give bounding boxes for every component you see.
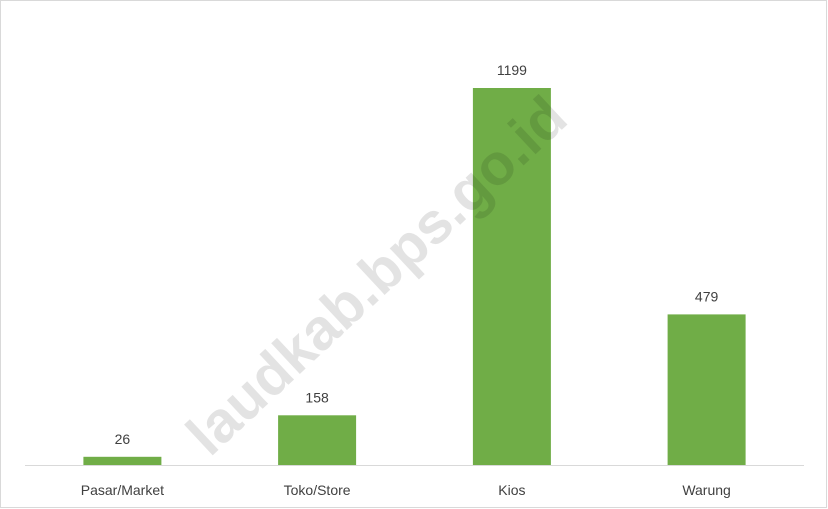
bar-pasar-market [83,456,162,465]
bar-warung [667,314,746,465]
x-tick-label: Toko/Store [284,482,351,498]
x-tick-label: Warung [682,482,731,498]
bar-toko-store [278,415,357,465]
x-tick-label: Pasar/Market [81,482,164,498]
x-tick-label: Kios [498,482,525,498]
data-label: 26 [115,431,131,447]
x-tick-labels-group: Pasar/Market Toko/Store Kios Warung [81,482,731,498]
data-label: 158 [305,389,329,405]
bars-group [83,88,746,465]
data-label: 1199 [497,62,527,78]
data-label: 479 [695,288,719,304]
data-labels-group: 26 158 1199 479 [115,62,719,447]
bar-kios [472,88,551,465]
